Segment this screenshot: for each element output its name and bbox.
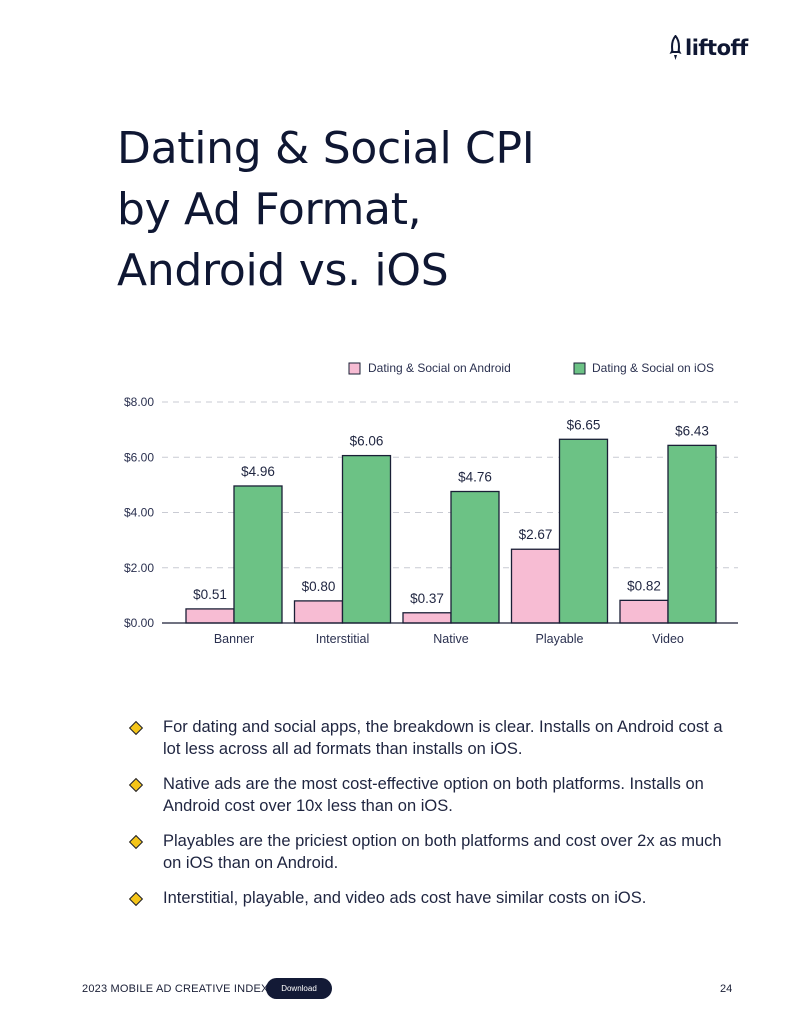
- data-label-android: $0.80: [302, 579, 336, 594]
- rocket-icon: [669, 35, 682, 60]
- download-button[interactable]: Download: [266, 978, 332, 999]
- bullet-text: Playables are the priciest option on bot…: [163, 832, 722, 872]
- bullet-item: Interstitial, playable, and video ads co…: [127, 887, 737, 909]
- title-line: Dating & Social CPI: [117, 123, 535, 174]
- x-tick-label: Native: [433, 632, 468, 646]
- page-number: 24: [720, 983, 733, 995]
- bar-ios: [450, 490, 500, 624]
- legend-label-android: Dating & Social on Android: [368, 361, 511, 375]
- bullet-item: For dating and social apps, the breakdow…: [127, 716, 737, 760]
- y-tick-label: $0.00: [124, 616, 154, 630]
- data-label-ios: $6.06: [350, 434, 384, 449]
- bar-ios: [233, 485, 283, 624]
- bullet-text: Interstitial, playable, and video ads co…: [163, 889, 647, 907]
- x-tick-label: Playable: [536, 632, 584, 646]
- bar-ios: [341, 454, 392, 624]
- y-tick-label: $2.00: [124, 561, 154, 575]
- bullet-text: Native ads are the most cost-effective o…: [163, 775, 704, 815]
- bullet-item: Playables are the priciest option on bot…: [127, 830, 737, 874]
- page-title: Dating & Social CPI by Ad Format, Androi…: [117, 118, 677, 301]
- data-label-ios: $4.76: [458, 470, 492, 485]
- bar-android: [402, 612, 452, 624]
- title-line: Android vs. iOS: [117, 245, 449, 296]
- chart-legend: Dating & Social on Android Dating & Soci…: [348, 361, 714, 375]
- bar-android: [619, 599, 669, 624]
- legend-label-ios: Dating & Social on iOS: [592, 361, 714, 375]
- legend-swatch-ios: [573, 362, 586, 375]
- legend-swatch-android: [348, 362, 361, 375]
- key-takeaways-list: For dating and social apps, the breakdow…: [127, 716, 737, 922]
- bar-android: [293, 600, 344, 624]
- data-label-ios: $6.43: [675, 423, 709, 438]
- title-line: by Ad Format,: [117, 184, 422, 235]
- y-tick-label: $6.00: [124, 450, 154, 464]
- bar-android: [185, 608, 235, 624]
- data-label-ios: $4.96: [241, 464, 275, 479]
- data-label-android: $0.82: [627, 578, 661, 593]
- x-tick-label: Video: [652, 632, 684, 646]
- bar-ios: [558, 438, 609, 624]
- diamond-bullet-icon: [128, 777, 144, 793]
- data-label-ios: $6.65: [567, 417, 601, 432]
- liftoff-logo: liftoff: [668, 34, 748, 62]
- data-label-android: $0.51: [193, 587, 227, 602]
- x-tick-label: Banner: [214, 632, 254, 646]
- x-tick-label: Interstitial: [316, 632, 370, 646]
- bar-android: [510, 548, 561, 624]
- bullet-text: For dating and social apps, the breakdow…: [163, 718, 723, 758]
- data-label-android: $2.67: [519, 527, 553, 542]
- cpi-bar-chart: Dating & Social on Android Dating & Soci…: [124, 361, 738, 646]
- bar-ios: [667, 444, 717, 624]
- y-tick-label: $4.00: [124, 506, 154, 520]
- report-title: 2023 MOBILE AD CREATIVE INDEX: [82, 983, 269, 995]
- logo-text: liftoff: [685, 36, 748, 60]
- data-label-android: $0.37: [410, 591, 444, 606]
- diamond-bullet-icon: [128, 834, 144, 850]
- bullet-item: Native ads are the most cost-effective o…: [127, 773, 737, 817]
- diamond-bullet-icon: [128, 891, 144, 907]
- diamond-bullet-icon: [128, 720, 144, 736]
- y-tick-label: $8.00: [124, 395, 154, 409]
